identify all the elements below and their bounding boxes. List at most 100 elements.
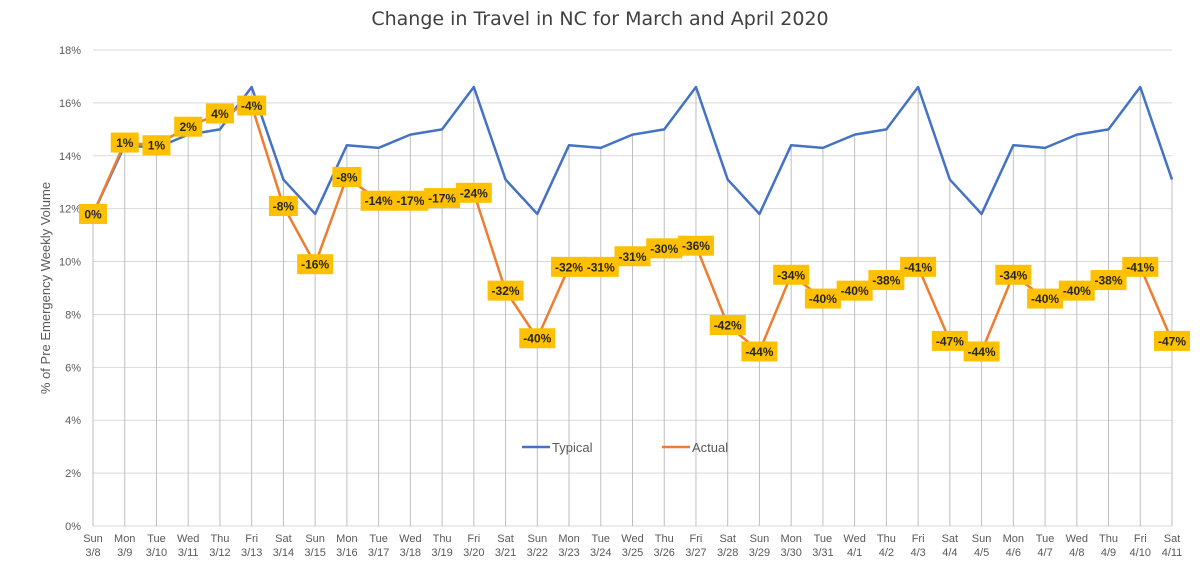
x-tick-label-date: 4/11 bbox=[1162, 547, 1183, 559]
data-label-box bbox=[900, 256, 937, 277]
x-tick-label-date: 3/9 bbox=[117, 547, 132, 559]
data-label-box bbox=[174, 116, 203, 137]
y-tick-label: 2% bbox=[65, 468, 81, 480]
x-tick-label-date: 4/3 bbox=[910, 547, 925, 559]
data-label-box bbox=[142, 135, 171, 156]
x-tick-label-day: Tue bbox=[591, 533, 610, 545]
x-tick-label-date: 4/10 bbox=[1130, 547, 1151, 559]
data-label: -40% bbox=[1063, 284, 1091, 298]
data-label-box bbox=[551, 256, 588, 277]
data-label-box bbox=[614, 246, 651, 267]
data-label-box bbox=[1090, 270, 1127, 291]
x-tick-label-day: Thu bbox=[210, 533, 229, 545]
chart-title: Change in Travel in NC for March and Apr… bbox=[371, 8, 829, 30]
x-tick-label-date: 4/8 bbox=[1069, 547, 1084, 559]
x-tick-label-date: 3/31 bbox=[812, 547, 833, 559]
data-label-box bbox=[995, 264, 1032, 285]
x-tick-label-date: 3/20 bbox=[463, 547, 484, 559]
x-tick-label-date: 3/28 bbox=[717, 547, 738, 559]
data-label: -8% bbox=[336, 170, 358, 184]
x-tick-label-day: Sat bbox=[275, 533, 292, 545]
data-label: -17% bbox=[428, 192, 456, 206]
x-tick-label-day: Sun bbox=[305, 533, 325, 545]
x-tick-label-date: 3/12 bbox=[209, 547, 230, 559]
x-tick-label-date: 4/6 bbox=[1006, 547, 1021, 559]
data-label-box bbox=[868, 270, 905, 291]
data-label-box bbox=[804, 288, 841, 309]
x-tick-label-day: Tue bbox=[814, 533, 833, 545]
data-label: -40% bbox=[841, 284, 869, 298]
data-label: -40% bbox=[1031, 292, 1059, 306]
data-label: -36% bbox=[682, 239, 710, 253]
data-label-box bbox=[268, 196, 298, 217]
x-tick-label-day: Sat bbox=[719, 533, 736, 545]
data-label-box bbox=[392, 190, 429, 211]
x-tick-label-day: Sat bbox=[1164, 533, 1181, 545]
x-tick-label-day: Tue bbox=[147, 533, 166, 545]
data-label-box bbox=[424, 188, 461, 209]
data-label: -16% bbox=[301, 258, 329, 272]
x-tick-label-day: Mon bbox=[336, 533, 357, 545]
data-label: -14% bbox=[365, 194, 393, 208]
y-tick-label: 16% bbox=[59, 98, 81, 110]
data-label: -41% bbox=[904, 260, 932, 274]
data-label-box bbox=[237, 95, 267, 116]
x-tick-label-day: Sun bbox=[83, 533, 103, 545]
data-label-box bbox=[1027, 288, 1064, 309]
x-tick-label-day: Thu bbox=[433, 533, 452, 545]
x-tick-label-day: Sun bbox=[528, 533, 548, 545]
x-tick-label-day: Fri bbox=[690, 533, 703, 545]
data-label-box bbox=[519, 328, 556, 349]
x-tick-label-date: 4/7 bbox=[1037, 547, 1052, 559]
x-tick-label-day: Mon bbox=[780, 533, 801, 545]
y-tick-label: 18% bbox=[59, 45, 81, 57]
legend-label-typical: Typical bbox=[552, 440, 593, 455]
x-tick-label-date: 3/27 bbox=[685, 547, 706, 559]
series-line-typical bbox=[91, 85, 1174, 216]
x-tick-label-day: Sat bbox=[942, 533, 959, 545]
data-label-box bbox=[79, 203, 107, 224]
data-label: -40% bbox=[809, 292, 837, 306]
data-label: 2% bbox=[180, 120, 198, 134]
x-tick-label-day: Mon bbox=[558, 533, 579, 545]
x-tick-label-day: Sun bbox=[972, 533, 992, 545]
x-tick-label-day: Fri bbox=[1134, 533, 1147, 545]
y-tick-label: 4% bbox=[65, 415, 81, 427]
data-label-box bbox=[963, 341, 1000, 362]
data-label-box bbox=[1154, 330, 1190, 351]
x-tick-label-day: Thu bbox=[655, 533, 674, 545]
y-tick-label: 8% bbox=[65, 309, 81, 321]
data-label-box bbox=[646, 238, 683, 259]
x-tick-label-day: Wed bbox=[621, 533, 643, 545]
data-label-box bbox=[677, 235, 714, 256]
data-label: -42% bbox=[714, 319, 742, 333]
data-label: -31% bbox=[587, 260, 615, 274]
x-tick-label-date: 4/2 bbox=[879, 547, 894, 559]
y-tick-label: 10% bbox=[59, 257, 81, 269]
x-tick-label-date: 3/16 bbox=[336, 547, 357, 559]
x-tick-label-date: 3/18 bbox=[400, 547, 421, 559]
data-label-box bbox=[709, 315, 746, 336]
data-label-box bbox=[332, 166, 362, 187]
x-tick-label-date: 3/23 bbox=[558, 547, 579, 559]
data-label: -8% bbox=[273, 200, 295, 214]
x-tick-label-date: 3/10 bbox=[146, 547, 167, 559]
legend-label-actual: Actual bbox=[692, 440, 728, 455]
x-tick-label-date: 4/9 bbox=[1101, 547, 1116, 559]
data-label-box bbox=[836, 280, 873, 301]
data-label: -4% bbox=[241, 99, 263, 113]
data-label: -44% bbox=[968, 345, 996, 359]
data-label: -47% bbox=[1158, 334, 1186, 348]
data-label-box bbox=[297, 254, 334, 275]
x-tick-label-date: 3/26 bbox=[654, 547, 675, 559]
data-label-box bbox=[360, 190, 397, 211]
x-tick-label-day: Thu bbox=[877, 533, 896, 545]
data-label: -17% bbox=[396, 194, 424, 208]
data-label: 1% bbox=[116, 136, 134, 150]
x-tick-label-date: 4/4 bbox=[942, 547, 957, 559]
data-label-box bbox=[1058, 280, 1095, 301]
x-tick-label-day: Wed bbox=[843, 533, 865, 545]
x-tick-label-date: 3/8 bbox=[85, 547, 100, 559]
